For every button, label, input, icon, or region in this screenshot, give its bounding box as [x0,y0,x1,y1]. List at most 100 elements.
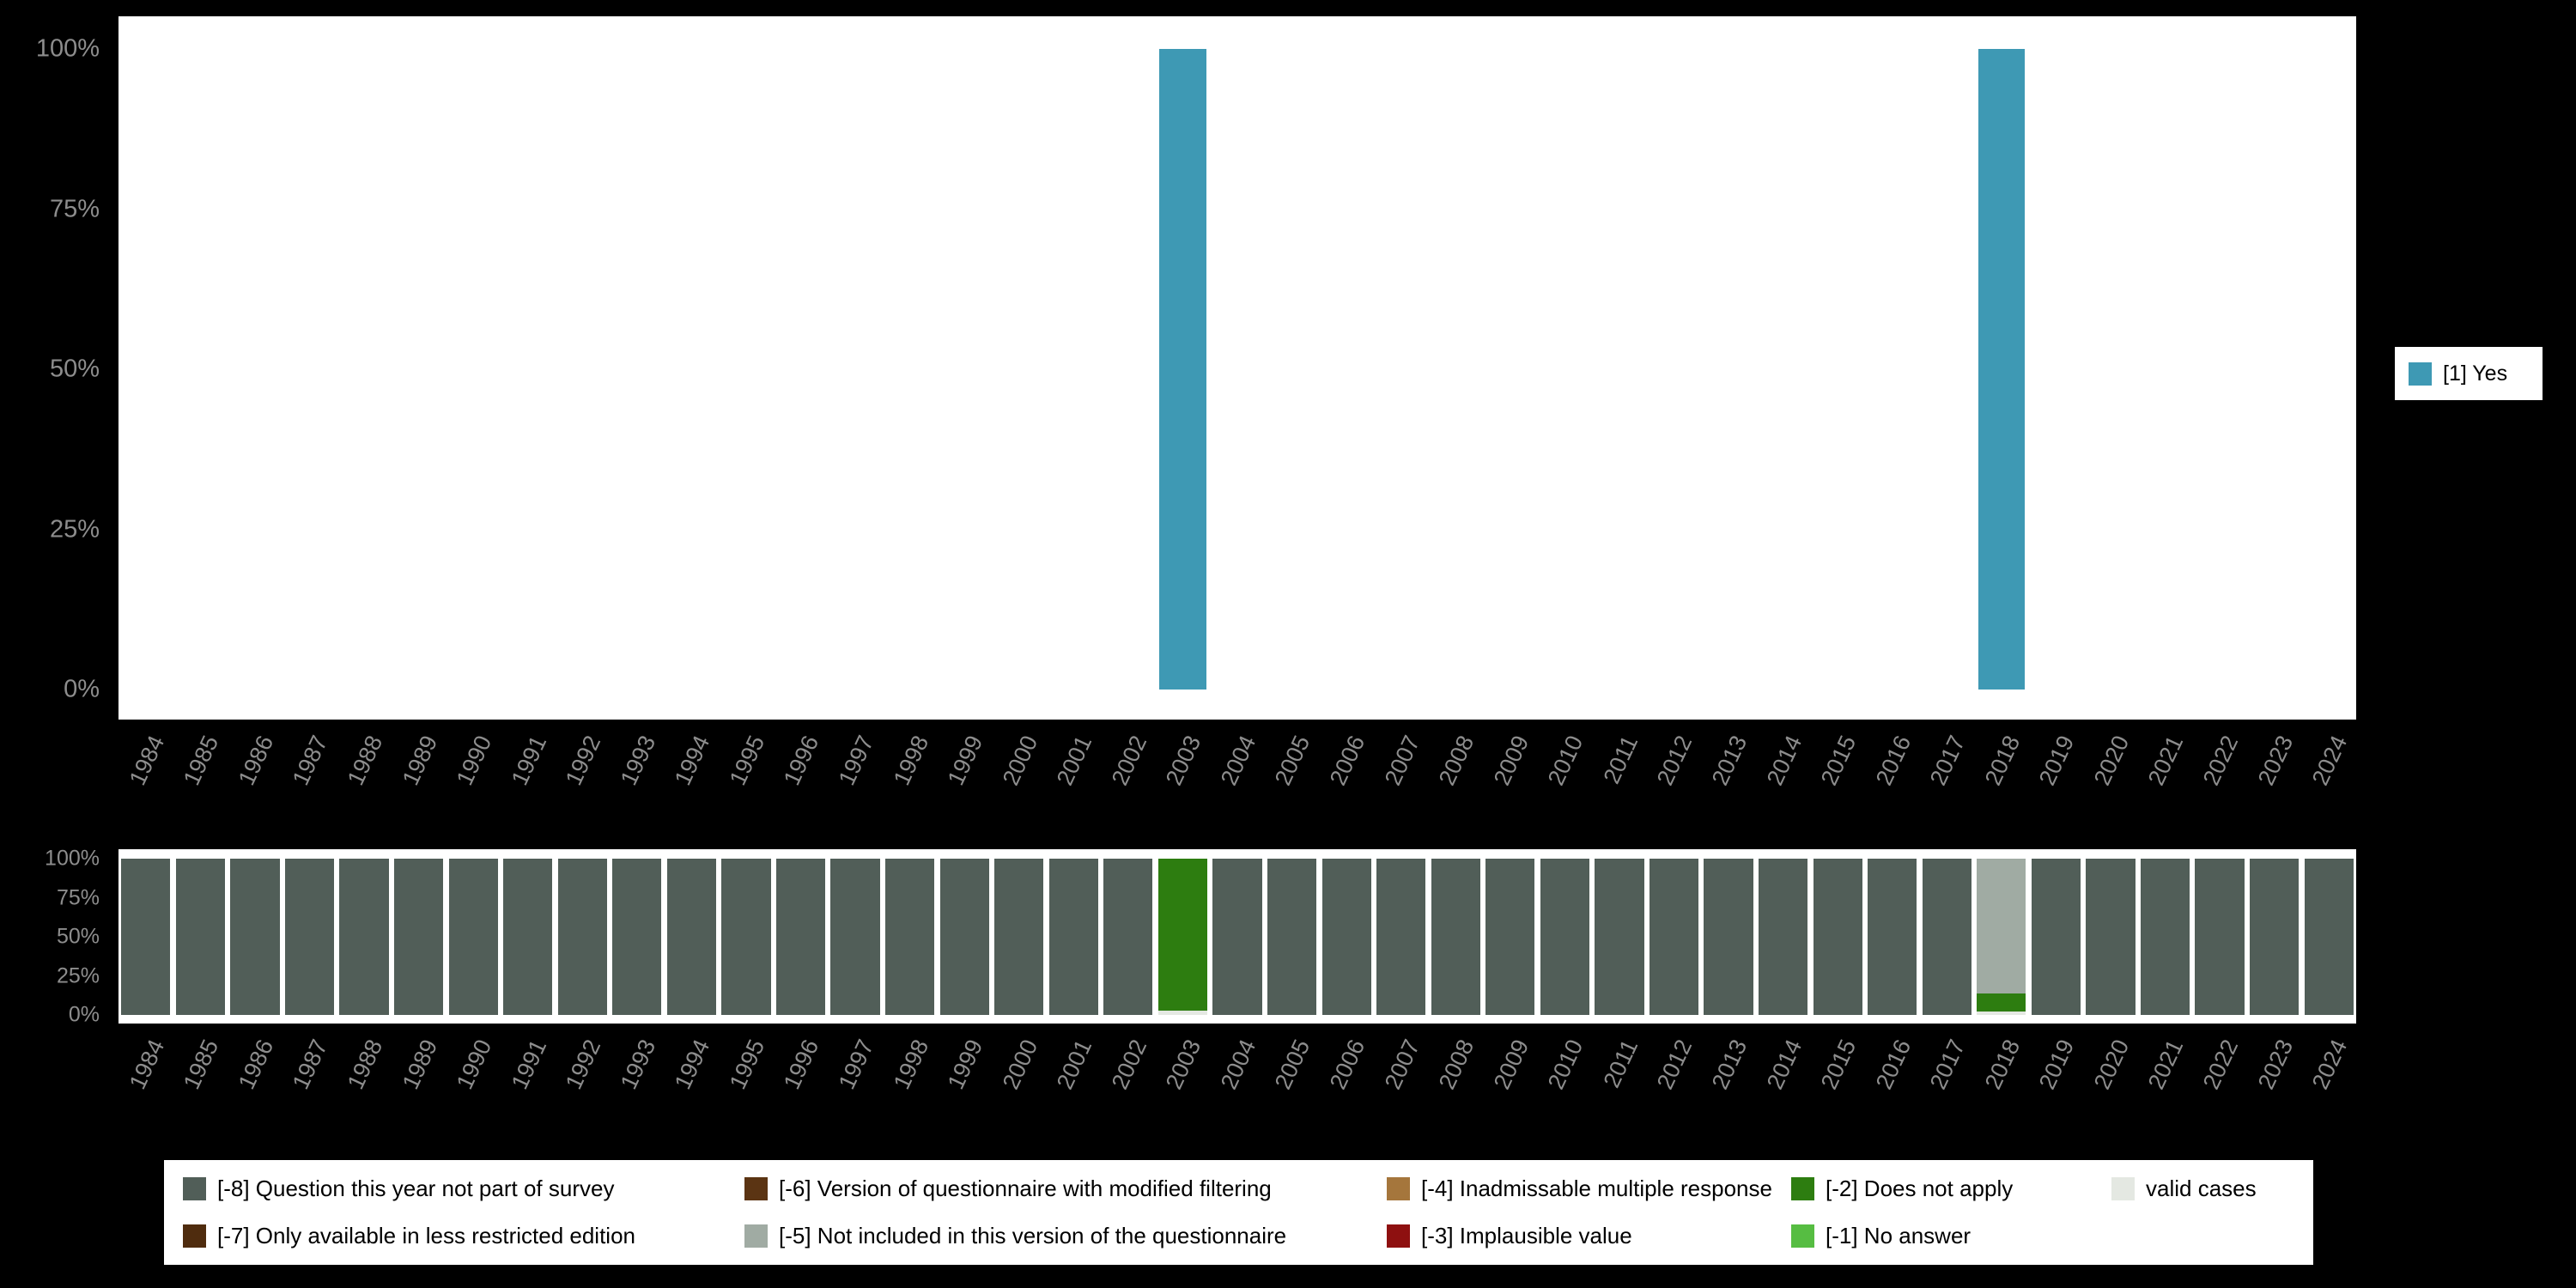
y-axis-tick-label: 0% [68,1002,100,1027]
missing-values-bar[interactable] [1321,859,1371,1015]
x-axis-year-label: 1996 [779,732,824,790]
missing-values-bar[interactable] [1267,859,1317,1015]
missing-segment [393,859,444,1015]
missing-values-bar[interactable] [448,859,498,1015]
missing-legend-item[interactable]: [-4] Inadmissable multiple response [1387,1176,1791,1202]
x-axis-year-label: 2014 [1761,732,1807,790]
legend-swatch [744,1224,768,1248]
missing-segment [2031,859,2081,1015]
availability-bar[interactable] [1978,49,2026,690]
y-axis-tick-label: 100% [35,34,100,63]
x-axis-year-label: 1994 [669,732,715,790]
missing-values-bar[interactable] [393,859,444,1015]
missing-legend-item[interactable]: [-5] Not included in this version of the… [744,1223,1387,1249]
missing-segment [1977,859,2026,993]
missing-values-bar[interactable] [2031,859,2081,1015]
missing-values-bar[interactable] [1376,859,1426,1015]
missing-values-bar[interactable] [939,859,989,1015]
missing-legend-item[interactable]: valid cases [2111,1176,2294,1202]
x-axis-year-label: 1991 [506,732,551,790]
missing-values-bar[interactable] [1649,859,1699,1015]
missing-segment [1922,859,1971,1015]
missing-values-bar[interactable] [721,859,771,1015]
x-axis-year-label: 2019 [2034,732,2080,790]
missing-values-bar[interactable] [503,859,553,1015]
missing-values-bar[interactable] [230,859,280,1015]
missing-values-bar[interactable] [1485,859,1535,1015]
x-axis-year-label: 2009 [1488,1036,1534,1094]
x-axis-year-label: 2017 [1924,1036,1971,1094]
missing-values-bar[interactable] [175,859,225,1015]
y-axis-tick-label: 25% [56,963,100,987]
missing-values-bar[interactable] [284,859,335,1015]
bottom-chart-plot-inner [118,859,2356,1015]
missing-segment [1977,1012,2026,1015]
x-axis-year-label: 2002 [1106,732,1152,790]
missing-values-bar[interactable] [1813,859,1862,1015]
x-axis-year-label: 1987 [288,732,333,790]
x-axis-year-label: 2005 [1270,732,1315,790]
x-axis-year-label: 2003 [1161,1036,1206,1094]
missing-values-bar[interactable] [1704,859,1753,1015]
missing-segment [830,859,880,1015]
series-legend[interactable]: [1] Yes [2395,347,2543,400]
missing-values-bar[interactable] [1103,859,1153,1015]
x-axis-year-label: 1990 [451,1036,497,1094]
missing-legend-item[interactable]: [-7] Only available in less restricted e… [183,1223,744,1249]
x-axis-year-label: 2005 [1270,1036,1315,1094]
missing-values-bar[interactable] [557,859,607,1015]
x-axis-year-label: 2015 [1815,1036,1862,1094]
missing-legend-item[interactable]: [-2] Does not apply [1791,1176,2111,1202]
missing-values-bar[interactable] [1868,859,1917,1015]
missing-values-bar[interactable] [1431,859,1480,1015]
x-axis-year-label: 2002 [1106,1036,1152,1094]
y-axis-tick-label: 50% [56,924,100,949]
missing-segment [612,859,662,1015]
x-axis-year-label: 2016 [1870,732,1916,790]
missing-values-bar[interactable] [775,859,826,1015]
missing-legend-item[interactable]: [-8] Question this year not part of surv… [183,1176,744,1202]
availability-bar[interactable] [1159,49,1206,690]
x-axis-year-label: 2019 [2034,1036,2080,1094]
missing-values-bar[interactable] [1977,859,2026,1015]
missing-legend-item[interactable]: [-1] No answer [1791,1223,2111,1249]
missing-segment [2195,859,2245,1015]
missing-values-bar[interactable] [830,859,880,1015]
missing-segment [1704,859,1753,1015]
missing-values-bar[interactable] [1922,859,1971,1015]
x-axis-year-label: 2012 [1652,1036,1698,1094]
missing-values-bar[interactable] [2304,859,2354,1015]
missing-values-bar[interactable] [994,859,1044,1015]
missing-segment [1485,859,1535,1015]
missing-values-bar[interactable] [121,859,171,1015]
missing-values-bar[interactable] [2086,859,2136,1015]
missing-segment [1157,859,1208,1011]
missing-values-bar[interactable] [339,859,389,1015]
x-axis-year-label: 2011 [1598,1036,1643,1092]
missing-values-bar[interactable] [1759,859,1808,1015]
bottom-chart-y-axis: 100% 75% 50% 25% 0% [0,847,110,1027]
x-axis-year-label: 2010 [1542,732,1589,790]
missing-values-bar[interactable] [1212,859,1262,1015]
missing-values-bar[interactable] [885,859,935,1015]
missing-values-bar[interactable] [2250,859,2300,1015]
x-axis-year-label: 2022 [2197,1036,2244,1094]
missing-segment [1813,859,1862,1015]
missing-values-bar[interactable] [666,859,716,1015]
missing-values-bar[interactable] [1157,859,1208,1015]
missing-segment [230,859,280,1015]
missing-legend-item[interactable]: [-6] Version of questionnaire with modif… [744,1176,1387,1202]
missing-values-bar[interactable] [1595,859,1644,1015]
x-axis-year-label: 2006 [1324,1036,1370,1094]
x-axis-year-label: 2013 [1706,1036,1753,1094]
missing-legend-item[interactable]: [-3] Implausible value [1387,1223,1791,1249]
legend-label: [-5] Not included in this version of the… [779,1223,1287,1249]
missing-values-bar[interactable] [1540,859,1589,1015]
x-axis-year-label: 2004 [1215,732,1261,790]
missing-values-legend: [-8] Question this year not part of surv… [164,1160,2313,1265]
missing-values-bar[interactable] [2140,859,2190,1015]
missing-values-bar[interactable] [1048,859,1098,1015]
missing-values-bar[interactable] [612,859,662,1015]
missing-values-bar[interactable] [2195,859,2245,1015]
